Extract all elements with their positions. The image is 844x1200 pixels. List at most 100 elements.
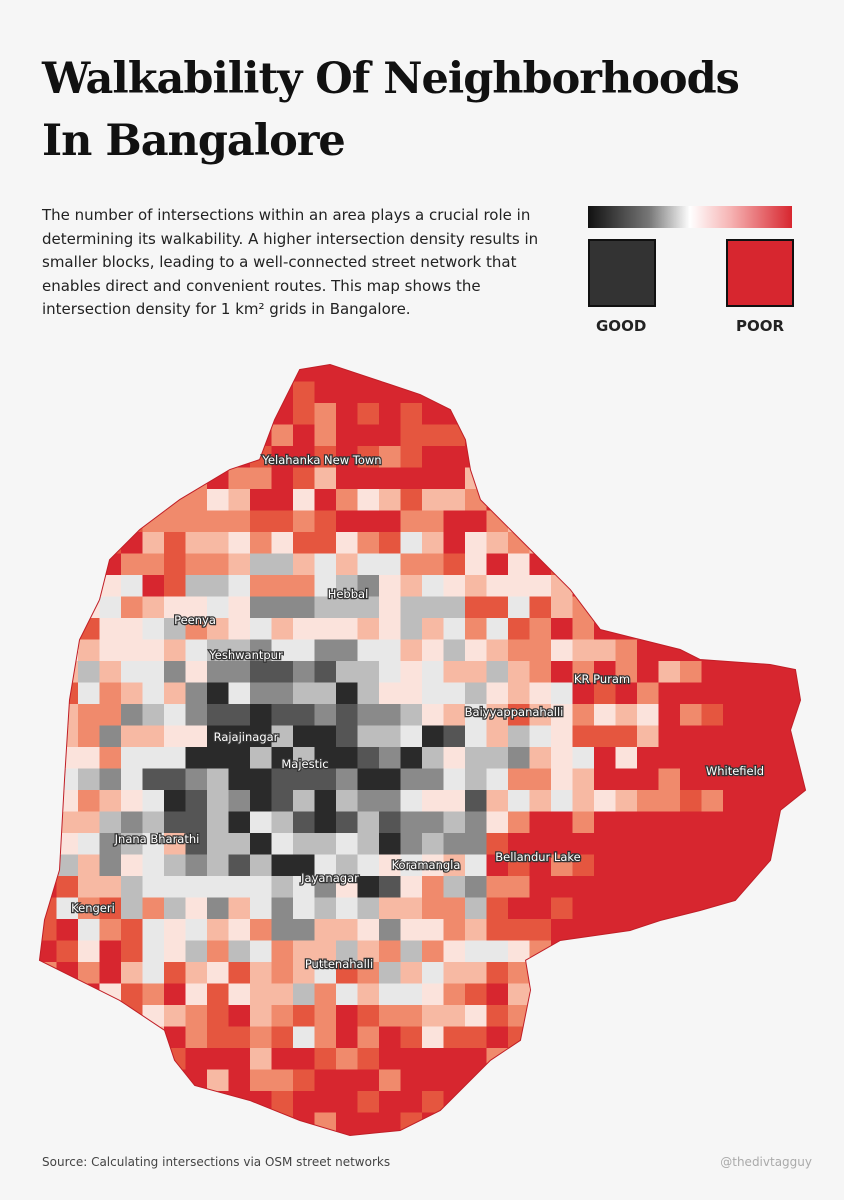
grid-cell xyxy=(207,1048,229,1070)
grid-cell xyxy=(486,661,509,683)
grid-cell xyxy=(658,553,681,576)
grid-cell xyxy=(185,682,208,705)
grid-cell xyxy=(723,1048,745,1070)
grid-cell xyxy=(701,661,724,683)
grid-cell xyxy=(293,618,315,640)
grid-cell xyxy=(99,747,122,769)
grid-cell xyxy=(78,553,100,576)
grid-cell xyxy=(164,919,186,941)
grid-cell xyxy=(658,897,681,920)
grid-cell xyxy=(787,575,805,597)
grid-cell xyxy=(443,704,466,726)
grid-cell xyxy=(314,768,337,791)
grid-cell xyxy=(637,510,659,533)
grid-cell xyxy=(701,1112,724,1135)
grid-cell xyxy=(680,1112,702,1135)
grid-cell xyxy=(572,532,595,554)
grid-cell xyxy=(744,489,767,511)
grid-cell xyxy=(486,639,509,662)
grid-cell xyxy=(637,1069,659,1092)
grid-cell xyxy=(99,381,122,404)
grid-cell xyxy=(207,833,229,855)
grid-cell xyxy=(293,639,315,662)
grid-cell xyxy=(379,876,401,898)
grid-cell xyxy=(637,596,659,619)
grid-cell xyxy=(680,403,702,425)
grid-cell xyxy=(486,682,509,705)
grid-cell xyxy=(572,897,595,920)
grid-cell xyxy=(164,833,186,855)
grid-cell xyxy=(207,381,229,404)
grid-cell xyxy=(766,1026,788,1049)
grid-cell xyxy=(121,747,143,769)
grid-cell xyxy=(228,962,251,984)
grid-cell xyxy=(207,919,229,941)
grid-cell xyxy=(443,661,466,683)
grid-cell xyxy=(787,940,805,963)
grid-cell xyxy=(637,467,659,490)
grid-cell xyxy=(78,467,100,490)
grid-cell xyxy=(529,854,552,877)
grid-cell xyxy=(185,1134,208,1135)
grid-cell xyxy=(465,768,487,791)
grid-cell xyxy=(164,424,186,447)
grid-cell xyxy=(551,489,573,511)
grid-cell xyxy=(142,424,165,447)
grid-cell xyxy=(336,790,358,812)
grid-cell xyxy=(529,1048,552,1070)
grid-cell xyxy=(99,704,122,726)
grid-cell xyxy=(142,833,165,855)
grid-cell xyxy=(164,403,186,425)
grid-cell xyxy=(293,403,315,425)
grid-cell xyxy=(164,768,186,791)
grid-cell xyxy=(228,596,251,619)
grid-cell xyxy=(723,1091,745,1113)
grid-cell xyxy=(207,1069,229,1092)
grid-cell xyxy=(400,983,423,1006)
grid-cell xyxy=(357,854,380,877)
grid-cell xyxy=(78,381,100,404)
grid-cell xyxy=(185,704,208,726)
grid-cell xyxy=(658,446,681,468)
grid-cell xyxy=(336,661,358,683)
grid-cell xyxy=(164,661,186,683)
grid-cell xyxy=(250,489,272,511)
grid-cell xyxy=(250,467,272,490)
grid-cell xyxy=(379,725,401,748)
grid-cell xyxy=(185,467,208,490)
grid-cell xyxy=(637,424,659,447)
grid-cell xyxy=(658,510,681,533)
grid-cell xyxy=(443,919,466,941)
grid-cell xyxy=(40,919,57,941)
place-label: Jnana Bharathi xyxy=(114,832,200,846)
grid-cell xyxy=(443,940,466,963)
grid-cell xyxy=(400,532,423,554)
grid-cell xyxy=(121,446,143,468)
grid-cell xyxy=(357,1005,380,1027)
grid-cell xyxy=(185,876,208,898)
grid-cell xyxy=(56,489,79,511)
grid-cell xyxy=(400,725,423,748)
grid-cell xyxy=(379,553,401,576)
grid-cell xyxy=(701,532,724,554)
grid-cell xyxy=(314,983,337,1006)
grid-cell xyxy=(78,1112,100,1135)
grid-cell xyxy=(78,403,100,425)
grid-cell xyxy=(336,1005,358,1027)
grid-cell xyxy=(766,553,788,576)
grid-cell xyxy=(336,682,358,705)
grid-cell xyxy=(40,1112,57,1135)
grid-cell xyxy=(572,424,595,447)
grid-cell xyxy=(551,467,573,490)
grid-cell xyxy=(185,811,208,834)
grid-cell xyxy=(379,532,401,554)
grid-cell xyxy=(379,940,401,963)
grid-cell xyxy=(529,1026,552,1049)
grid-cell xyxy=(486,467,509,490)
grid-cell xyxy=(723,682,745,705)
grid-cell xyxy=(293,833,315,855)
grid-cell xyxy=(228,1026,251,1049)
grid-cell xyxy=(680,467,702,490)
grid-cell xyxy=(637,682,659,705)
grid-cell xyxy=(56,553,79,576)
